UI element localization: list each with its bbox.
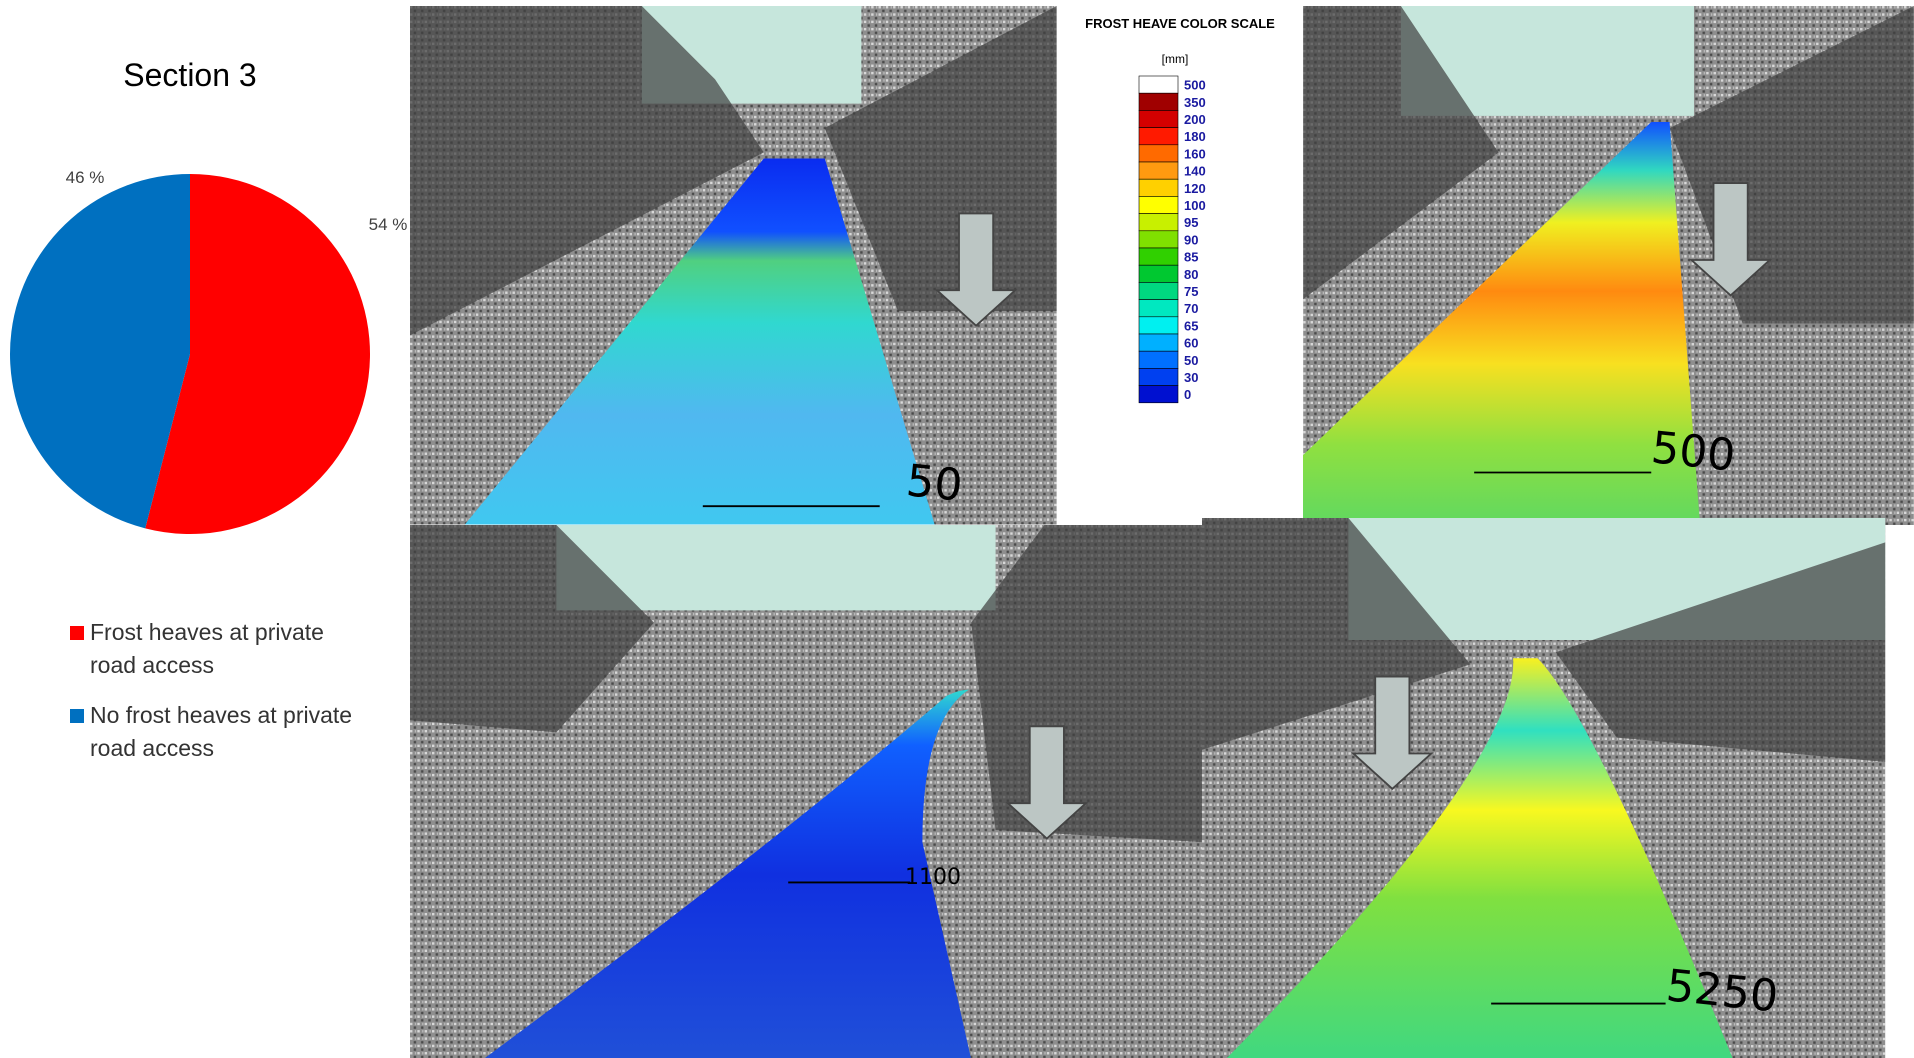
scale-label: 120 <box>1184 181 1206 196</box>
scale-swatch <box>1138 110 1179 128</box>
scale-swatch <box>1138 178 1179 197</box>
color-scale: 5003502001801601401201009590858075706560… <box>1138 75 1206 404</box>
color-scale-unit: [mm] <box>1162 52 1189 66</box>
photo <box>410 525 1203 1058</box>
photo <box>410 6 1057 525</box>
scale-swatch <box>1138 92 1179 111</box>
scale-swatch <box>1138 385 1179 404</box>
scale-swatch <box>1138 282 1179 300</box>
pie-slice <box>145 174 371 535</box>
legend-label: No frost heaves at private road access <box>90 702 353 761</box>
scale-label: 50 <box>1184 353 1198 368</box>
legend-swatch <box>70 626 84 640</box>
scale-swatch <box>1138 299 1179 318</box>
scale-swatch <box>1138 75 1179 94</box>
scale-label: 500 <box>1184 78 1206 93</box>
photo <box>1303 6 1914 525</box>
scale-label: 75 <box>1184 284 1198 299</box>
scale-swatch <box>1138 127 1179 146</box>
scale-label: 350 <box>1184 95 1206 110</box>
scale-label: 65 <box>1184 318 1198 333</box>
scale-swatch <box>1138 350 1179 369</box>
legend-swatch <box>70 709 84 723</box>
scale-label: 100 <box>1184 198 1206 213</box>
scale-label: 80 <box>1184 267 1198 282</box>
scale-label: 140 <box>1184 164 1206 179</box>
color-scale-title: FROST HEAVE COLOR SCALE <box>1085 16 1275 31</box>
scale-swatch <box>1138 196 1179 214</box>
scale-swatch <box>1138 247 1179 266</box>
scale-label: 160 <box>1184 146 1206 161</box>
pie-slice <box>10 174 191 529</box>
scale-swatch <box>1138 230 1179 249</box>
photo <box>1202 518 1886 1058</box>
color-scale-panel <box>1057 6 1303 412</box>
value-label: 46 % <box>66 168 105 187</box>
scale-swatch <box>1138 161 1179 180</box>
scale-swatch <box>1138 368 1179 386</box>
value-label: 54 % <box>369 215 408 234</box>
scale-label: 200 <box>1184 112 1206 127</box>
scale-label: 60 <box>1184 336 1198 351</box>
scale-swatch <box>1138 316 1179 335</box>
station-label: 50 <box>904 455 965 512</box>
station-label: 1100 <box>905 865 961 890</box>
scale-label: 180 <box>1184 129 1206 144</box>
legend-label: Frost heaves at private road access <box>90 619 324 678</box>
scale-swatch <box>1138 213 1179 232</box>
scale-label: 95 <box>1184 215 1198 230</box>
scale-swatch <box>1138 144 1179 163</box>
scale-label: 70 <box>1184 301 1198 316</box>
scale-swatch <box>1138 264 1179 283</box>
chart-title: Section 3 <box>123 57 256 93</box>
scale-label: 0 <box>1184 387 1191 402</box>
scale-label: 85 <box>1184 250 1198 265</box>
pie: 54 % 46 % <box>10 168 408 535</box>
scale-label: 30 <box>1184 370 1198 385</box>
scale-label: 90 <box>1184 232 1198 247</box>
scale-swatch <box>1138 333 1179 352</box>
station-label: 500 <box>1649 422 1738 481</box>
station-label: 5250 <box>1664 960 1781 1022</box>
